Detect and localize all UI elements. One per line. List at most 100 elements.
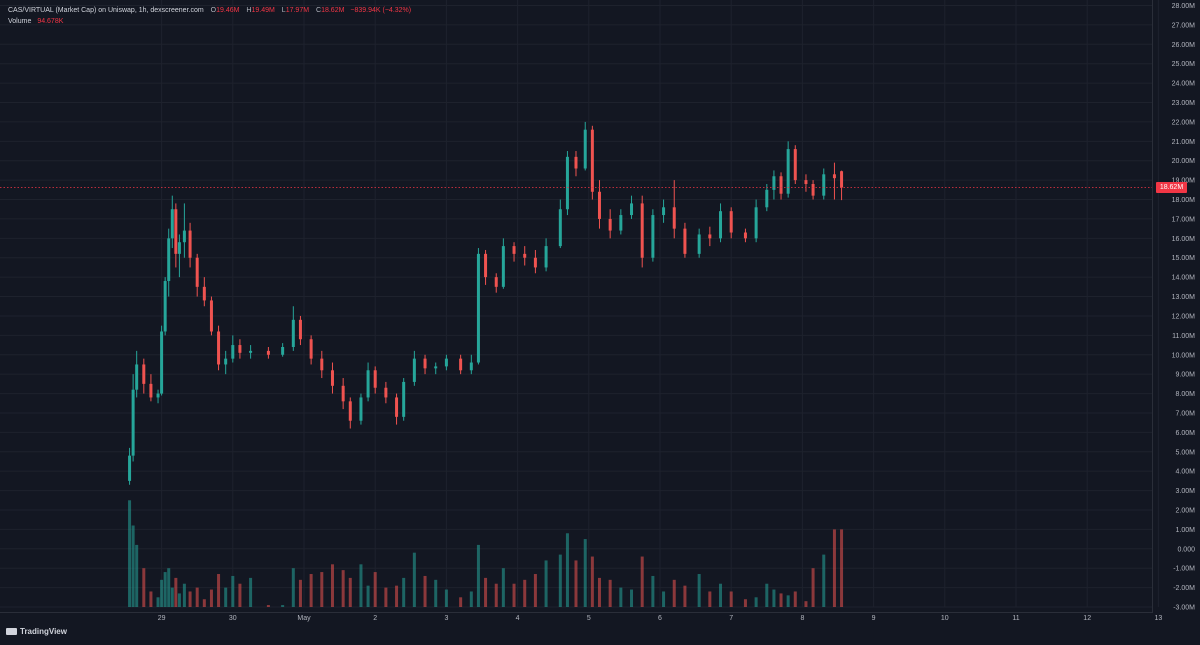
- candle-body: [359, 397, 363, 421]
- candle-body: [402, 381, 406, 417]
- volume-bar: [811, 568, 815, 607]
- time-tick-label: 12: [1083, 615, 1091, 622]
- volume-bar: [167, 568, 171, 607]
- volume-bar: [444, 589, 448, 607]
- volume-bar: [128, 500, 132, 607]
- candle-body: [512, 246, 516, 254]
- candle-body: [160, 331, 164, 394]
- volume-bar: [202, 599, 206, 607]
- volume-bar: [231, 575, 235, 607]
- candle-body: [590, 129, 594, 192]
- legend-close-label: C: [316, 7, 322, 14]
- price-tick-label: 13.00M: [1172, 294, 1196, 301]
- volume-bar: [177, 593, 181, 607]
- volume-bar: [630, 589, 634, 607]
- price-tick-label: 12.00M: [1172, 313, 1196, 320]
- volume-bar: [822, 554, 826, 607]
- price-tick-label: 18.00M: [1172, 197, 1196, 204]
- candle-body: [476, 253, 480, 363]
- price-tick-label: 11.00M: [1172, 333, 1195, 340]
- price-tick-label: 27.00M: [1172, 22, 1196, 29]
- candle-body: [373, 370, 377, 388]
- candle-body: [131, 389, 135, 456]
- candle-body: [434, 366, 438, 369]
- candle-body: [167, 238, 171, 282]
- candle-body: [697, 234, 701, 254]
- volume-bar: [672, 579, 676, 607]
- volume-bar: [320, 572, 324, 607]
- price-tick-label: 28.00M: [1172, 3, 1196, 10]
- volume-bar: [359, 564, 363, 607]
- candle-body: [494, 277, 498, 287]
- candle-body: [597, 191, 601, 219]
- candle-body: [444, 358, 448, 367]
- candle-body: [651, 215, 655, 258]
- time-tick-label: 29: [158, 615, 166, 622]
- volume-bar: [224, 587, 228, 607]
- candle-body: [135, 364, 139, 390]
- volume-bar: [494, 583, 498, 607]
- legend-open-label: O: [210, 7, 217, 14]
- candle-body: [754, 207, 758, 239]
- price-tick-label: 24.00M: [1172, 81, 1196, 88]
- volume-bar: [501, 568, 505, 607]
- legend-symbol: CAS/VIRTUAL (Market Cap) on Uniswap, 1h,…: [8, 7, 204, 14]
- price-tick-label: -3.00M: [1173, 605, 1195, 612]
- volume-bar: [765, 583, 769, 607]
- candle-body: [174, 209, 178, 254]
- price-tick-label: -1.00M: [1173, 566, 1195, 573]
- candle-body: [298, 319, 302, 340]
- volume-bar: [366, 585, 370, 607]
- candle-body: [128, 455, 132, 481]
- time-tick-label: 7: [729, 615, 733, 622]
- candle-body: [469, 362, 473, 371]
- volume-bar: [832, 529, 836, 607]
- candle-body: [266, 350, 270, 355]
- candle-body: [149, 383, 153, 398]
- price-tick-label: 2.00M: [1176, 507, 1196, 514]
- price-tick-label: 25.00M: [1172, 61, 1196, 68]
- candle-body: [291, 319, 295, 347]
- time-tick-label: 8: [800, 615, 804, 622]
- volume-bar: [683, 585, 687, 607]
- last-price-badge: 18.62M: [1156, 182, 1187, 193]
- volume-bar: [484, 577, 488, 607]
- volume-bar: [754, 597, 758, 607]
- candle-body: [195, 257, 199, 287]
- time-tick-label: 13: [1155, 615, 1163, 622]
- time-tick-label: 30: [229, 615, 237, 622]
- candle-body: [565, 156, 569, 210]
- volume-bar: [309, 574, 313, 607]
- candle-body: [366, 370, 370, 398]
- volume-bar: [512, 583, 516, 607]
- price-tick-label: 0.000: [1177, 546, 1195, 553]
- candle-body: [501, 246, 505, 287]
- volume-bar: [743, 599, 747, 607]
- price-tick-label: 26.00M: [1172, 42, 1196, 49]
- volume-bar: [291, 568, 295, 607]
- volume-bar: [174, 577, 178, 607]
- volume-bar: [590, 556, 594, 607]
- candle-body: [249, 350, 253, 353]
- candle-body: [163, 281, 167, 332]
- volume-bar: [249, 577, 253, 607]
- legend-low-value: 17.97M: [285, 7, 310, 14]
- time-tick-label: 3: [444, 615, 448, 622]
- candle-body: [281, 346, 285, 355]
- price-tick-label: 3.00M: [1176, 488, 1196, 495]
- volume-bar: [402, 577, 406, 607]
- candle-body: [672, 207, 676, 229]
- volume-bar: [662, 591, 666, 607]
- candle-body: [719, 211, 723, 239]
- tradingview-logo[interactable]: TradingView: [6, 627, 67, 636]
- candle-body: [779, 176, 783, 194]
- volume-bar: [779, 593, 783, 607]
- price-tick-label: 17.00M: [1172, 216, 1196, 223]
- volume-bar: [330, 564, 334, 607]
- candle-body: [202, 286, 206, 301]
- candle-body: [558, 209, 562, 247]
- price-tick-label: 1.00M: [1176, 527, 1196, 534]
- candle-body: [384, 387, 388, 398]
